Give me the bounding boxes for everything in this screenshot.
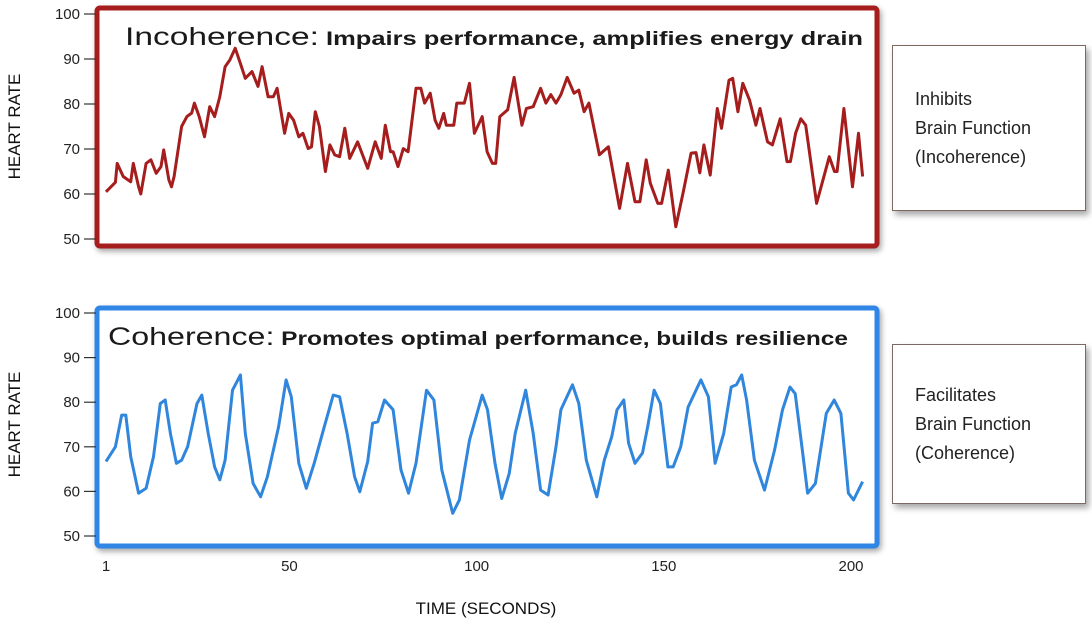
annotation-line: Inhibits — [915, 88, 973, 109]
x-tick-label: 200 — [838, 558, 863, 575]
y-tick-label: 100 — [55, 305, 80, 322]
y-tick-label: 50 — [63, 528, 80, 545]
heart-rate-line — [104, 373, 864, 515]
chart-title-rest: Impairs performance, amplifies energy dr… — [319, 29, 863, 50]
incoherence-annotation-box: Inhibits Brain Function (Incoherence) — [892, 45, 1086, 211]
chart-panel-incoherence: 100 90 80 70 60 50 HEART RATE Incoherence: Impa… — [5, 5, 880, 249]
y-tick-label: 90 — [63, 51, 80, 68]
y-tick-label: 90 — [63, 350, 80, 367]
y-tick-label: 70 — [63, 141, 80, 158]
chart-title-rest: Promotes optimal performance, builds res… — [274, 329, 848, 350]
y-axis-label: HEART RATE — [5, 74, 24, 180]
chart-frame — [94, 5, 880, 249]
chart-title-bold: Incoherence: — [125, 23, 319, 51]
x-tick-label: 1 — [102, 558, 110, 575]
annotation-line: Facilitates — [915, 384, 997, 405]
x-tick-label: 150 — [651, 558, 676, 575]
annotation-line: (Incoherence) — [915, 146, 1027, 167]
y-tick-label: 100 — [55, 6, 80, 23]
coherence-annotation-box: Facilitates Brain Function (Coherence) — [892, 344, 1086, 504]
x-tick-label: 50 — [281, 558, 298, 575]
y-axis-label: HEART RATE — [5, 372, 24, 478]
heart-rate-line — [104, 46, 865, 229]
chart-frame — [94, 305, 880, 549]
annotation-line: (Coherence) — [915, 442, 1016, 463]
y-tick-label: 80 — [63, 394, 80, 411]
chart-title-bold: Coherence: — [108, 323, 274, 351]
annotation-line: Brain Function — [915, 413, 1032, 434]
chart-title: Coherence: Promotes optimal performance,… — [108, 323, 848, 351]
annotation-line: Brain Function — [915, 117, 1032, 138]
y-tick-label: 70 — [63, 439, 80, 456]
y-tick-label: 60 — [63, 186, 80, 203]
chart-title: Incoherence: Impairs performance, amplif… — [125, 23, 863, 51]
x-tick-label: 100 — [464, 558, 489, 575]
y-tick-label: 80 — [63, 96, 80, 113]
y-tick-label: 60 — [63, 483, 80, 500]
x-axis-label: TIME (SECONDS) — [416, 599, 557, 618]
y-tick-label: 50 — [63, 231, 80, 248]
